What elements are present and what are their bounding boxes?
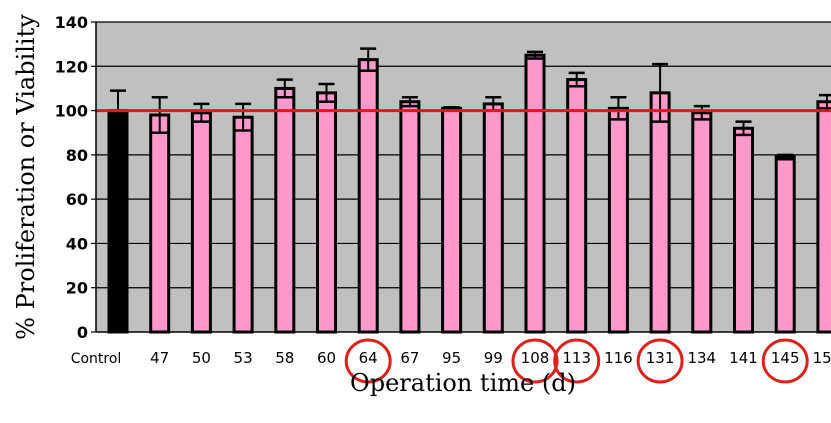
gridlines <box>96 21 831 289</box>
y-tick-label-120: 120 <box>55 57 88 76</box>
x-tick-label-67: 67 <box>400 349 419 367</box>
x-axis-title: Operation time (d) <box>350 369 576 397</box>
x-tick-label-134: 134 <box>687 349 716 367</box>
bar-113 <box>566 78 588 334</box>
x-tick-label-60: 60 <box>317 349 336 367</box>
bar-95 <box>441 106 463 334</box>
y-tick-label-60: 60 <box>66 190 88 209</box>
highlight-circle-131 <box>636 338 684 384</box>
y-tick-label-80: 80 <box>66 146 88 165</box>
x-tick-label-53: 53 <box>234 349 253 367</box>
x-tick-label-108: 108 <box>521 349 550 367</box>
y-tick-label-100: 100 <box>55 102 88 121</box>
y-tick-label-40: 40 <box>66 234 88 253</box>
bar-108 <box>524 53 546 334</box>
bar-60 <box>316 91 337 334</box>
y-tick-label-20: 20 <box>66 279 88 298</box>
x-tick-label-50: 50 <box>192 349 211 367</box>
y-axis-ticks: 0 20 40 60 80 100 120 140 <box>55 13 96 342</box>
x-tick-label-131: 131 <box>646 349 675 367</box>
bar-64 <box>357 58 379 334</box>
bar-134 <box>691 111 713 334</box>
x-tick-label-58: 58 <box>275 349 294 367</box>
x-tick-label-113: 113 <box>562 349 591 367</box>
bar-47 <box>149 113 171 334</box>
highlight-circle-113 <box>553 338 601 384</box>
x-tick-label-99: 99 <box>484 349 503 367</box>
bar-50 <box>190 111 212 334</box>
highlight-circles <box>344 338 809 384</box>
highlight-circle-108 <box>511 338 559 384</box>
x-tick-label-Control: Control <box>71 351 122 367</box>
x-axis-tick-labels: Control 47 50 53 58 60 64 67 95 99 108 113 116 131 134… <box>71 349 831 367</box>
bar-99 <box>482 102 504 334</box>
error-bars <box>110 47 831 161</box>
bar-67 <box>399 100 421 334</box>
x-tick-label-141: 141 <box>729 349 758 367</box>
bar-Control <box>107 109 129 334</box>
bar-131 <box>649 91 671 334</box>
x-tick-label-64: 64 <box>359 349 378 367</box>
x-tick-label-157: 157 <box>813 349 831 367</box>
highlight-circle-145 <box>761 338 809 384</box>
y-tick-label-140: 140 <box>55 13 88 32</box>
bar-157 <box>816 100 831 334</box>
x-tick-label-47: 47 <box>150 349 169 367</box>
y-axis-title: % Proliferation or Viability <box>12 14 40 340</box>
highlight-circle-64 <box>344 338 392 384</box>
x-tick-label-116: 116 <box>604 349 633 367</box>
x-tick-label-145: 145 <box>771 349 800 367</box>
bar-145 <box>774 155 796 334</box>
bar-141 <box>733 126 754 334</box>
x-tick-label-95: 95 <box>442 349 461 367</box>
bar-116 <box>607 106 629 334</box>
bar-53 <box>232 115 254 334</box>
bar-58 <box>274 86 296 334</box>
y-tick-label-0: 0 <box>77 323 88 342</box>
